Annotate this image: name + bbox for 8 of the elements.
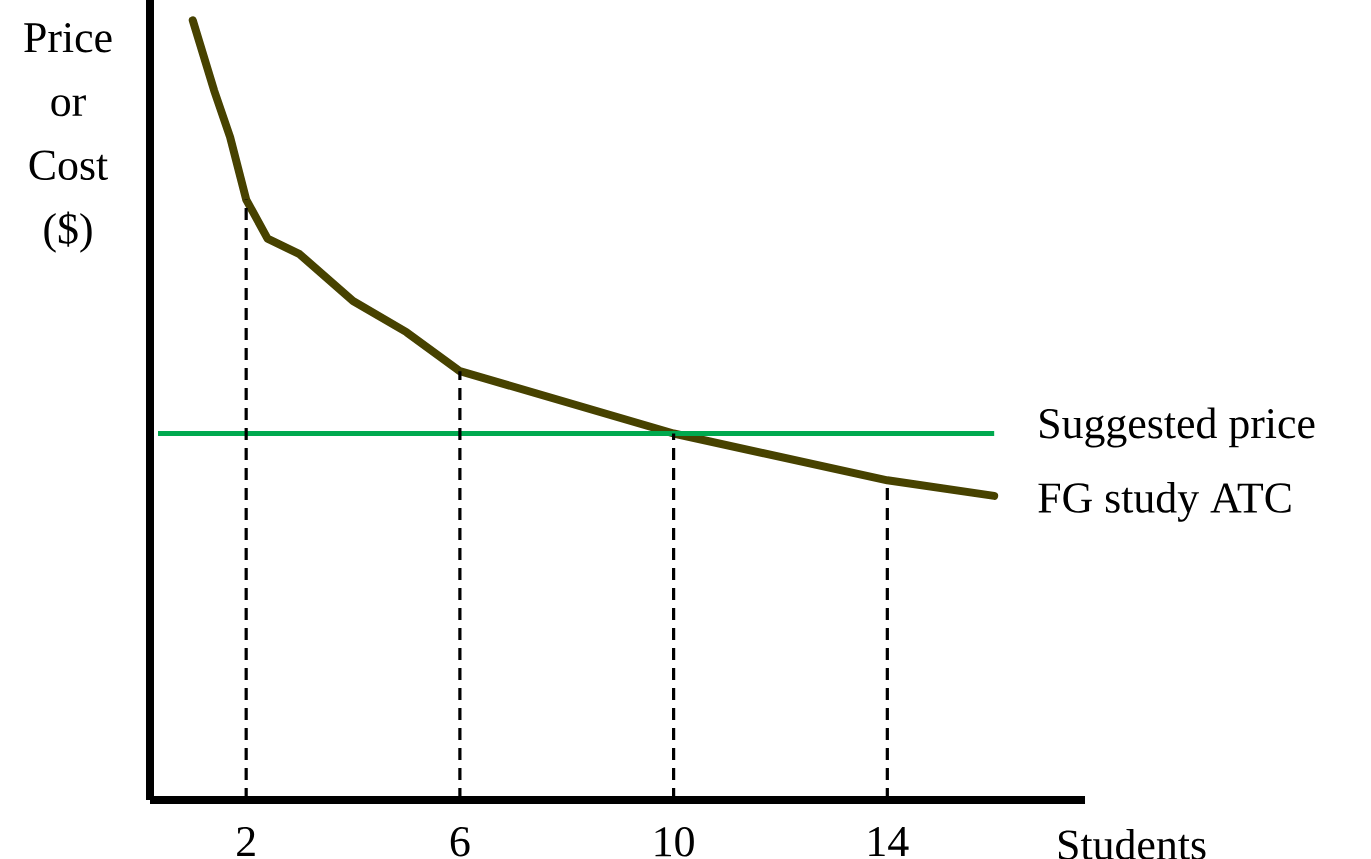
x-tick-label: 14: [869, 827, 909, 856]
x-tick-label: 6: [450, 827, 470, 857]
x-axis-title: Students: [1058, 829, 1206, 859]
x-tick-label: 2: [237, 827, 255, 857]
y-axis-title: Price or Cost ($): [24, 22, 112, 253]
series-label: FG study ATC: [1038, 481, 1291, 522]
ref-line-label: Suggested price: [1040, 407, 1315, 448]
x-tick-label: 10: [655, 827, 694, 857]
